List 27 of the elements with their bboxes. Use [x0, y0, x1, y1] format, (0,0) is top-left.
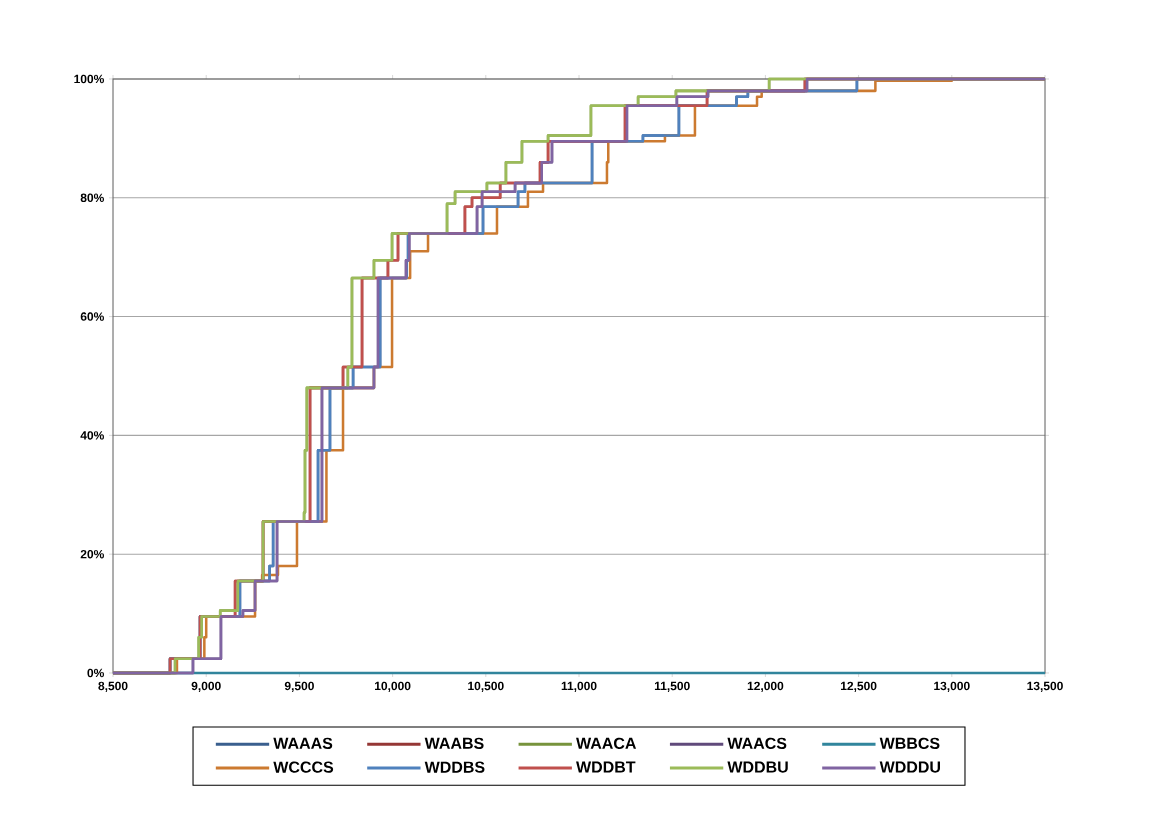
x-tick-label: 12,000	[747, 681, 784, 692]
x-tick-label: 13,500	[1027, 681, 1063, 692]
legend-label: WCCCS	[273, 761, 334, 773]
x-tick-label: 12,500	[841, 681, 877, 692]
y-tick-label: 100%	[74, 74, 104, 84]
legend-label: WBBCS	[879, 737, 940, 749]
y-tick-label: 0%	[87, 668, 104, 678]
x-tick-label: 11,500	[654, 681, 690, 692]
x-tick-label: 8,500	[98, 681, 128, 692]
x-tick-label: 9,000	[191, 681, 221, 692]
x-tick-label: 10,000	[375, 681, 411, 692]
y-tick-label: 40%	[80, 431, 104, 440]
legend-label: WDDDU	[879, 761, 940, 773]
x-tick-label: 9,500	[284, 681, 314, 692]
legend-label: WAACA	[576, 737, 637, 749]
x-tick-label: 10,500	[468, 681, 504, 692]
legend-label: WDDBT	[576, 761, 636, 773]
legend-label: WAABS	[424, 737, 484, 749]
legend-label: WAAAS	[273, 737, 333, 749]
legend-label: WAACS	[727, 737, 787, 749]
y-tick-label: 80%	[80, 193, 104, 203]
y-tick-label: 20%	[80, 549, 104, 559]
y-tick-label: 60%	[80, 312, 104, 321]
x-tick-label: 11,000	[561, 681, 597, 692]
legend-label: WDDBU	[727, 761, 788, 773]
legend-label: WDDBS	[424, 761, 485, 773]
x-tick-label: 13,000	[934, 681, 970, 692]
